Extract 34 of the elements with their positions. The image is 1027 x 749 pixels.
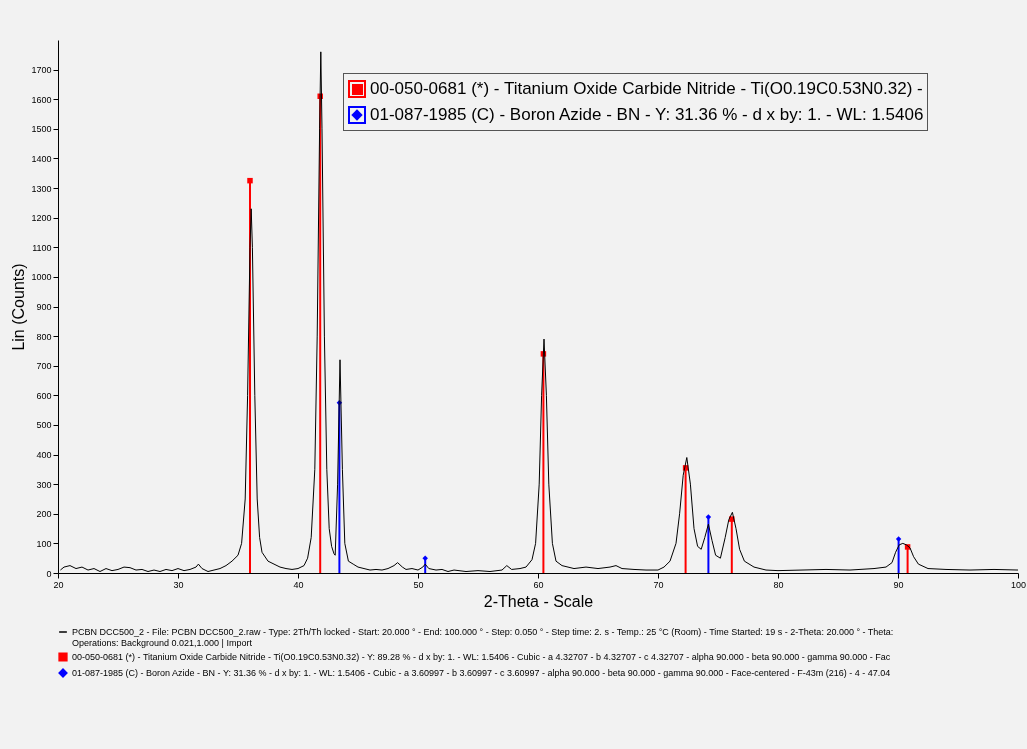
y-tick-label: 400 — [36, 450, 52, 461]
y-tick-label: 300 — [36, 479, 52, 490]
x-tick-label: 60 — [533, 579, 544, 590]
x-tick-label: 70 — [653, 579, 664, 590]
y-tick-label: 1700 — [31, 65, 52, 76]
x-axis-title: 2-Theta - Scale — [483, 592, 594, 610]
annotation: 01-087-1985 (C) - Boron Azide - BN - Y: 31.36 % - d x by: 1. - WL: 1.5406 — [370, 104, 924, 126]
y-tick-label: 0 — [46, 568, 52, 579]
y-tick-label: 1200 — [31, 213, 52, 224]
x-tick-label: 40 — [293, 579, 304, 590]
x-tick-label: 100 — [1010, 579, 1027, 590]
y-tick-label: 200 — [36, 509, 52, 520]
x-tick-label: 20 — [53, 579, 64, 590]
legend-label: PCBN DCC500_2 - File: PCBN DCC500_2.raw - Type: 2Th/Th locked - Start: 20.000 ° - End: 100.000 ° - Step: 0.050 ° - Step time: 2. s - Temp.: 25 °C (Room) - Time Started: 19 s - 2-Theta: 20.000 ° - Theta: Operations: Background 0.021,1.000 | Import — [72, 627, 894, 648]
y-axis-title: Lin (Counts) — [10, 263, 28, 351]
x-tick-label: 80 — [773, 579, 784, 590]
x-tick-label: 50 — [413, 579, 424, 590]
legend-label: 01-087-1985 (C) - Boron Azide - BN - Y: 31.36 % - d x by: 1. - WL: 1.5406 - Cubic - a 3.60997 - b 3.60997 - c 3.60997 - alpha 90.000 - beta 90.000 - gamma 90.000 - Face-centered - F-43m (216) - 4 - 47.04 — [72, 668, 891, 678]
y-tick-label: 800 — [36, 331, 52, 342]
x-tick-label: 90 — [893, 579, 904, 590]
y-tick-label: 500 — [36, 420, 52, 431]
y-tick-label: 1500 — [31, 124, 52, 135]
y-tick-label: 900 — [36, 302, 52, 312]
y-tick-label: 1600 — [31, 94, 52, 105]
annotation: 00-050-0681 (*) - Titanium Oxide Carbide Nitride - Ti(O0.19C0.53N0.32) - — [370, 78, 923, 100]
y-tick-label: 1400 — [31, 153, 52, 164]
y-tick-label: 100 — [36, 538, 52, 549]
x-tick-label: 30 — [173, 579, 184, 590]
y-tick-label: 700 — [36, 361, 52, 372]
y-tick-label: 600 — [36, 390, 52, 401]
y-tick-label: 1000 — [31, 272, 52, 283]
y-tick-label: 1100 — [32, 242, 52, 253]
y-tick-label: 1300 — [31, 183, 52, 194]
legend-label: 00-050-0681 (*) - Titanium Oxide Carbide Nitride - Ti(O0.19C0.53N0.32) - Y: 89.28 % - d x by: 1. - WL: 1.5406 - Cubic - a 4.32707 - b 4.32707 - c 4.32707 - alpha 90.000 - beta 90.000 - gamma 90.000 - Fac — [72, 652, 891, 662]
